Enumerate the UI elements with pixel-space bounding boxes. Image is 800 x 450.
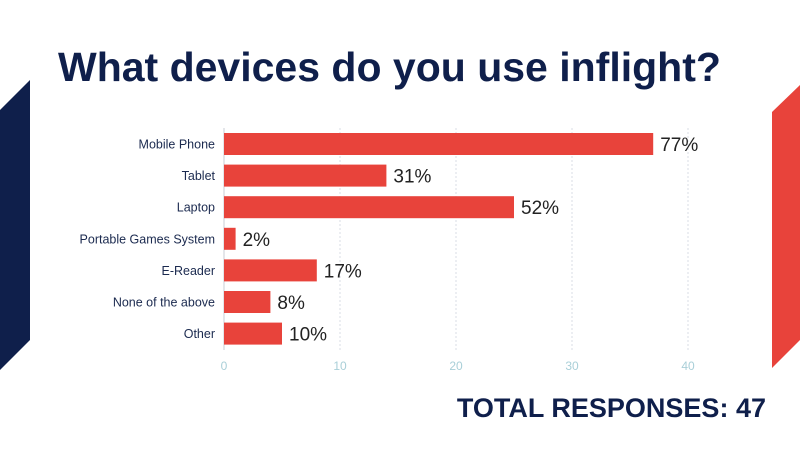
data-label: 2%	[243, 230, 271, 251]
data-label: 77%	[660, 135, 698, 156]
category-label: Tablet	[182, 169, 216, 183]
bar	[224, 227, 236, 250]
x-tick-label: 20	[449, 359, 463, 373]
x-tick-label: 30	[565, 359, 579, 373]
bar	[224, 291, 271, 313]
left-navy-accent	[0, 80, 30, 370]
x-tick-label: 0	[221, 359, 228, 373]
x-tick-label: 10	[333, 359, 347, 373]
bar	[224, 164, 387, 187]
right-red-accent	[772, 85, 800, 368]
data-label: 17%	[324, 261, 362, 282]
x-tick-label: 40	[681, 359, 695, 373]
category-label: E-Reader	[162, 264, 216, 278]
bar	[224, 322, 282, 345]
data-label: 8%	[277, 293, 305, 314]
bar	[224, 133, 654, 155]
total-responses-value: 47	[735, 393, 766, 423]
category-label: None of the above	[113, 296, 215, 310]
data-label: 52%	[521, 198, 559, 219]
category-label: Other	[184, 327, 215, 341]
category-label: Laptop	[177, 201, 215, 215]
bar	[224, 259, 317, 282]
total-responses-label: TOTAL RESPONSES:	[456, 393, 729, 423]
data-label: 31%	[393, 167, 431, 188]
category-label: Mobile Phone	[139, 138, 215, 152]
category-label: Portable Games System	[80, 232, 215, 246]
total-responses: TOTAL RESPONSES: 47	[457, 393, 766, 424]
data-label: 10%	[289, 325, 327, 346]
bar	[224, 196, 514, 219]
page-title: What devices do you use inflight?	[58, 44, 721, 90]
